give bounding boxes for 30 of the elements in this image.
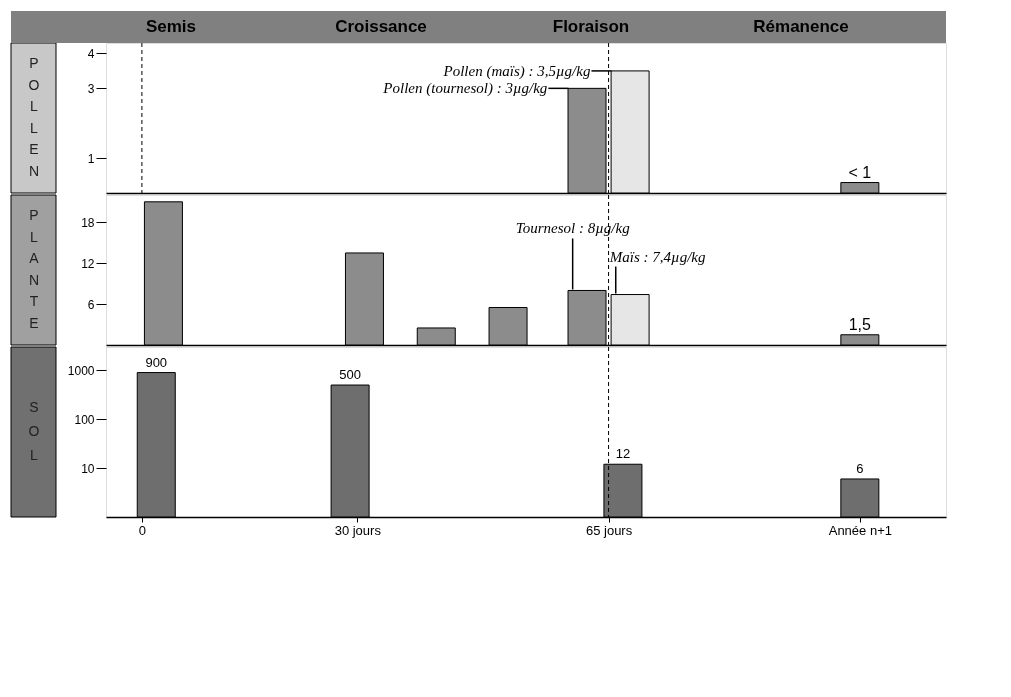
y-tick-label: 6 [87,297,95,312]
text: Semis [145,17,197,36]
x-tick-label: Année n+1 [828,522,892,538]
annotation: Pollen (tournesol) : 3µg/kg [382,80,548,98]
y-tick-label: 1000 [67,363,95,378]
annotation: Maïs : 7,4µg/kg [608,248,706,265]
y-tick-label: 10 [81,461,95,476]
annotation: Pollen (maïs) : 3,5µg/kg [442,62,591,80]
y-axis-title: SOL [28,399,40,463]
data-label: 12 [615,446,631,462]
y-axis-title: PLANTE [28,207,40,331]
data-label: 900 [145,354,168,370]
data-label: 6 [856,460,864,476]
y-tick-label: 4 [87,46,95,61]
y-tick-label: 100 [74,412,95,427]
data-label: 500 [339,367,361,383]
text: Croissance [335,17,427,36]
text: Rémanence [753,17,849,36]
x-tick-label: 30 jours [334,522,382,538]
x-tick-label: 65 jours [585,522,633,538]
y-tick-label: 3 [87,81,95,96]
y-tick-label: 12 [81,256,95,271]
y-tick-label: 18 [81,215,95,230]
y-axis-title: POLLEN [28,55,40,179]
data-label: 1,5 [848,315,872,333]
y-tick-label: 1 [87,151,95,166]
data-label: < 1 [848,163,872,181]
x-tick-label: 0 [138,522,147,538]
annotation: Tournesol : 8µg/kg [515,220,631,237]
text: Floraison [552,17,630,36]
